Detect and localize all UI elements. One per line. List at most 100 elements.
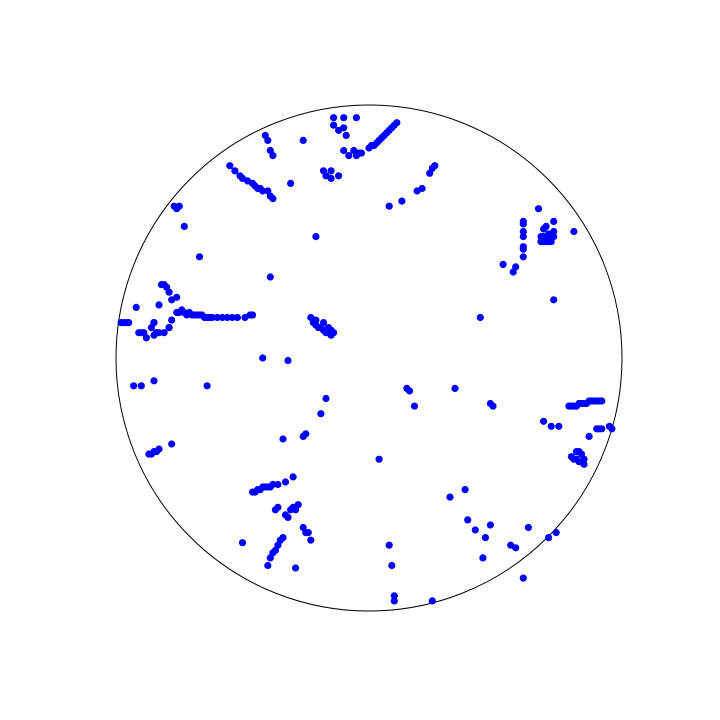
data-point xyxy=(340,146,348,155)
data-point xyxy=(489,402,497,410)
data-point xyxy=(281,478,290,486)
data-point xyxy=(570,227,578,236)
data-point xyxy=(312,233,320,241)
data-point xyxy=(357,149,365,157)
data-point xyxy=(451,384,459,392)
data-point xyxy=(322,394,330,403)
data-point xyxy=(264,136,272,144)
data-point xyxy=(165,288,173,296)
data-point xyxy=(195,253,204,261)
data-point xyxy=(345,152,353,160)
data-point xyxy=(545,534,553,542)
data-point xyxy=(269,195,277,203)
data-point xyxy=(274,503,282,511)
data-point xyxy=(180,222,188,230)
data-point xyxy=(289,473,297,481)
data-point xyxy=(287,179,295,187)
data-point xyxy=(264,561,272,570)
data-point xyxy=(147,324,155,332)
data-point xyxy=(519,227,527,236)
data-point xyxy=(249,311,257,319)
data-point xyxy=(519,574,527,582)
data-point xyxy=(388,561,396,570)
data-point xyxy=(307,536,315,544)
data-point xyxy=(175,202,183,210)
data-point xyxy=(418,184,426,193)
data-point xyxy=(499,260,507,268)
data-point xyxy=(410,402,419,410)
data-point xyxy=(547,422,555,430)
data-point xyxy=(284,513,292,522)
data-point xyxy=(226,162,234,170)
data-point xyxy=(135,329,143,337)
data-point xyxy=(299,432,307,440)
data-point xyxy=(342,131,350,139)
data-point xyxy=(274,480,282,489)
data-point xyxy=(481,534,489,542)
data-point xyxy=(304,529,312,537)
data-point xyxy=(352,114,360,122)
data-point xyxy=(550,296,558,304)
data-point xyxy=(299,136,307,144)
data-point xyxy=(335,172,343,180)
data-point xyxy=(534,205,543,213)
data-point xyxy=(218,313,226,322)
data-point xyxy=(155,329,163,337)
data-point xyxy=(160,329,168,337)
data-point xyxy=(567,453,576,461)
data-point xyxy=(203,382,211,390)
data-point xyxy=(259,187,267,195)
data-point xyxy=(340,124,348,132)
data-point xyxy=(540,417,548,425)
data-point xyxy=(598,397,606,405)
unit-circle-boundary xyxy=(115,104,623,612)
data-point xyxy=(375,455,383,463)
data-point xyxy=(223,313,231,322)
data-point xyxy=(213,313,221,322)
data-point xyxy=(330,329,338,337)
data-point xyxy=(464,516,472,524)
data-point xyxy=(585,432,593,440)
data-point xyxy=(398,197,406,205)
data-point xyxy=(428,597,436,605)
data-point xyxy=(324,324,333,332)
data-point xyxy=(319,319,328,327)
data-point xyxy=(405,387,414,395)
data-point xyxy=(238,539,247,547)
data-point xyxy=(385,541,393,549)
data-point xyxy=(608,425,616,433)
data-point xyxy=(150,377,158,385)
data-point xyxy=(317,410,325,418)
data-point xyxy=(390,597,398,605)
data-point xyxy=(598,425,606,433)
data-point xyxy=(330,114,338,122)
data-points xyxy=(117,114,616,605)
data-point xyxy=(555,422,563,430)
data-point xyxy=(233,313,241,322)
data-point xyxy=(340,114,348,122)
data-point xyxy=(266,273,274,281)
data-point xyxy=(137,382,145,390)
data-point xyxy=(327,167,335,175)
data-point xyxy=(512,544,520,552)
data-point xyxy=(132,303,140,311)
data-point xyxy=(479,554,487,562)
data-point xyxy=(431,162,439,170)
data-point xyxy=(292,564,300,572)
data-point xyxy=(279,435,287,443)
data-point xyxy=(486,521,494,529)
data-point xyxy=(284,356,292,365)
data-point xyxy=(519,253,527,261)
data-point xyxy=(117,319,125,327)
data-point xyxy=(327,174,335,182)
data-point xyxy=(330,121,338,129)
data-point xyxy=(312,316,320,324)
data-point xyxy=(130,382,138,390)
data-point xyxy=(471,526,479,534)
data-point xyxy=(476,313,484,322)
data-point xyxy=(580,460,588,468)
data-point xyxy=(385,202,393,210)
data-point xyxy=(208,313,216,322)
data-point xyxy=(390,592,398,600)
